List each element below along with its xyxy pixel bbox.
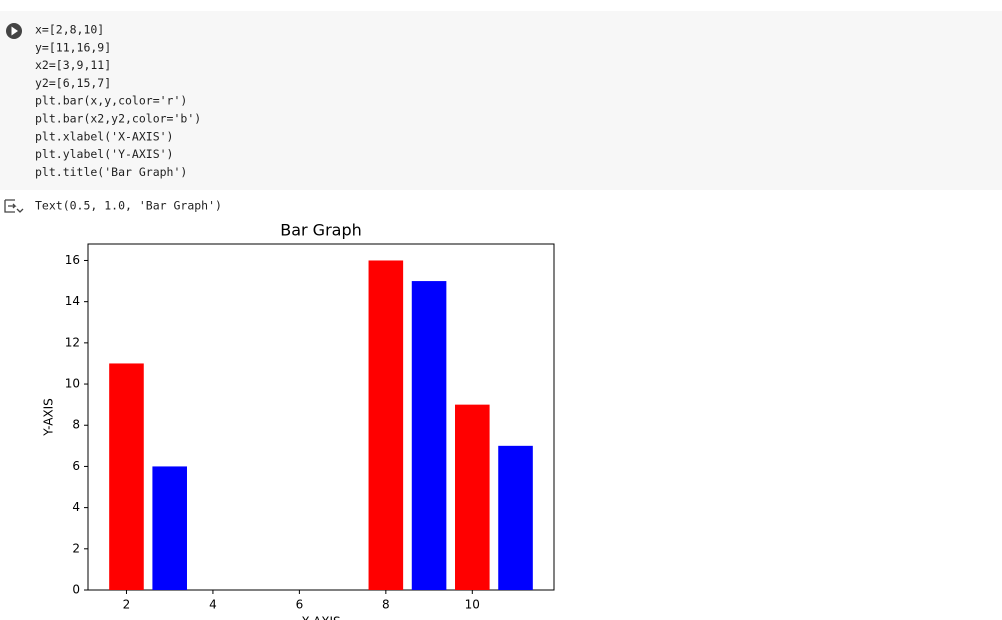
bar: [368, 260, 404, 590]
x-tick-label: 2: [123, 598, 131, 612]
run-button[interactable]: [6, 23, 22, 39]
bar: [455, 404, 490, 590]
output-text: Text(0.5, 1.0, 'Bar Graph'): [35, 199, 222, 213]
code-line: plt.title('Bar Graph'): [35, 165, 187, 179]
code-line: x=[2,8,10]: [35, 23, 104, 37]
code-cell: [0, 11, 1002, 190]
code-line: y=[11,16,9]: [35, 40, 111, 54]
code-line: plt.ylabel('Y-AXIS'): [35, 147, 173, 161]
run-icon[interactable]: [11, 26, 19, 36]
y-tick-label: 2: [72, 541, 80, 555]
code-line: y2=[6,15,7]: [35, 76, 111, 90]
y-tick-label: 10: [65, 377, 80, 391]
bar: [109, 363, 144, 590]
code-line: x2=[3,9,11]: [35, 58, 111, 72]
output-icon[interactable]: [4, 199, 24, 213]
code-line: plt.bar(x2,y2,color='b'): [35, 112, 201, 126]
y-tick-label: 0: [72, 583, 80, 597]
y-tick-label: 6: [72, 459, 80, 473]
x-tick-label: 6: [296, 598, 304, 612]
y-tick-label: 16: [65, 253, 80, 267]
y-tick-label: 8: [72, 418, 80, 432]
bar: [498, 445, 533, 590]
code-line: plt.bar(x,y,color='r'): [35, 94, 187, 108]
bar: [152, 466, 187, 590]
x-axis-label: X-AXIS: [301, 615, 340, 620]
chart-title: Bar Graph: [280, 221, 362, 240]
bar: [411, 281, 447, 590]
plot-frame: [87, 243, 555, 591]
x-tick-label: 4: [209, 598, 217, 612]
y-tick-label: 4: [72, 500, 80, 514]
y-axis-label: Y-AXIS: [42, 398, 56, 437]
y-tick-label: 14: [65, 294, 80, 308]
code-line: plt.xlabel('X-AXIS'): [35, 129, 173, 143]
output-toggle[interactable]: [4, 199, 24, 213]
x-tick-label: 8: [382, 598, 390, 612]
y-tick-label: 12: [65, 335, 80, 349]
x-tick-label: 10: [465, 598, 480, 612]
